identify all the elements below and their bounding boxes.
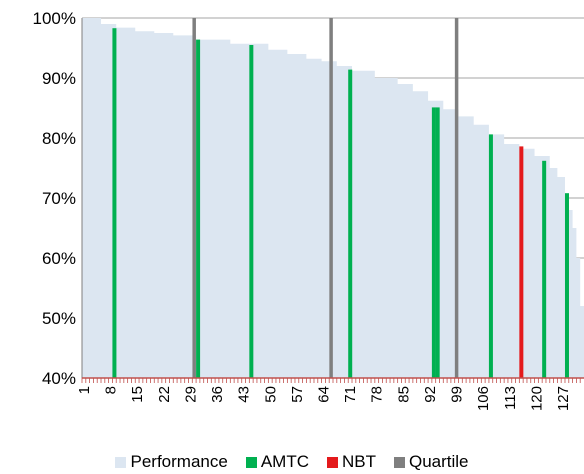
chart: 40% 50% 60% 70% 80% 90% 100% 1 8 15 22 29 36 43 50 57 6… [33,9,584,411]
highlight-bars [112,28,569,379]
y-tick-labels: 40% 50% 60% 70% 80% 90% 100% [33,9,76,388]
x-tick-label-7: 50 [262,386,279,403]
x-tick-label-1: 8 [103,386,120,394]
x-tick-label-11: 78 [369,386,386,403]
y-tick-label-6: 100% [33,9,76,28]
quartile-lines [192,18,459,378]
y-tick-label-1: 50% [42,309,76,328]
x-tick-label-10: 71 [342,386,359,403]
x-tick-label-6: 43 [236,386,253,403]
legend-swatch-nbt [326,456,338,468]
performance-area [82,18,584,378]
nbt-bar-0 [519,146,524,378]
y-tick-label-0: 40% [42,369,76,388]
amtc-bar-1 [196,39,201,378]
amtc-bar-0 [112,28,117,378]
amtc-bar-5 [435,107,440,379]
legend-swatch-performance [115,456,127,468]
x-tick-label-0: 1 [76,386,93,394]
amtc-bar-4 [431,107,436,379]
x-tick-label-5: 36 [209,386,226,403]
x-tick-label-18: 127 [555,386,572,411]
x-tick-label-9: 64 [315,386,332,403]
legend-label-quartile: Quartile [408,452,469,471]
x-tick-label-8: 57 [289,386,306,403]
y-tick-label-4: 80% [42,129,76,148]
x-tick-label-17: 120 [528,386,545,411]
legend: Performance AMTC NBT Quartile [0,450,584,474]
legend-item-amtc: AMTC [245,452,309,472]
legend-label-nbt: NBT [341,452,376,471]
legend-swatch-amtc [245,456,257,468]
y-tick-label-5: 90% [42,69,76,88]
x-tick-label-4: 29 [182,386,199,403]
legend-label-amtc: AMTC [260,452,309,471]
x-tick-label-14: 99 [449,386,466,403]
x-tick-label-2: 15 [129,386,146,403]
y-tick-label-2: 60% [42,249,76,268]
legend-item-performance: Performance [115,452,228,472]
legend-item-nbt: NBT [326,452,376,472]
amtc-bar-7 [542,160,547,378]
x-tick-label-13: 92 [422,386,439,403]
amtc-bar-8 [564,193,569,378]
legend-label-performance: Performance [130,452,228,471]
x-tick-label-16: 113 [502,386,519,410]
axes [81,18,584,383]
performance-area-path [82,18,584,378]
x-tick-label-19: 134 [582,386,584,411]
x-tick-label-15: 106 [475,386,492,411]
y-tick-label-3: 70% [42,189,76,208]
legend-item-quartile: Quartile [393,452,469,472]
amtc-bar-3 [348,69,353,378]
legend-swatch-quartile [393,456,405,468]
amtc-bar-6 [488,134,493,378]
x-tick-label-12: 85 [395,386,412,403]
x-tick-labels: 1 8 15 22 29 36 43 50 57 64 71 78 85 92 99 106 113 120 127… [76,386,584,411]
amtc-bar-2 [249,45,254,378]
x-tick-label-3: 22 [156,386,173,403]
